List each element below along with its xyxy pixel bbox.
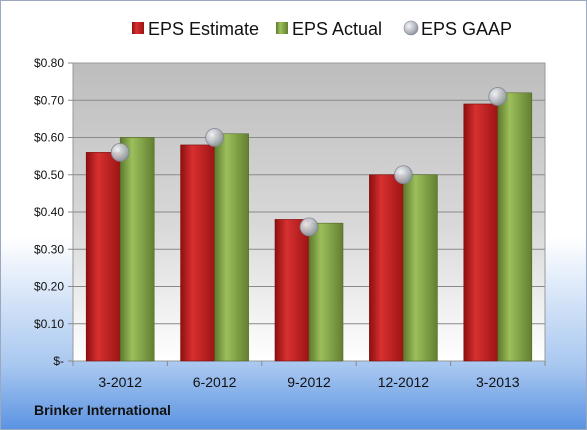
y-tick-label: $0.80 <box>34 56 64 70</box>
y-axis: $- $0.10 $0.20 $0.30 $0.40 $0.50 $0.60 $0.70 $0.… <box>34 56 73 368</box>
estimate-bar <box>274 219 310 362</box>
y-tick-label: $0.20 <box>34 280 64 294</box>
gaap-marker <box>393 165 413 185</box>
y-tick-label: $0.60 <box>34 131 64 145</box>
legend-swatch-gaap <box>403 20 419 36</box>
category-label: 9-2012 <box>287 374 331 390</box>
estimate-bar <box>85 152 121 362</box>
y-tick-label: $0.10 <box>34 317 64 331</box>
category-label: 3-2012 <box>98 374 142 390</box>
y-tick-label: $0.50 <box>34 168 64 182</box>
gaap-markers <box>110 87 508 237</box>
gaap-marker <box>110 142 130 162</box>
legend-label: EPS Actual <box>292 19 382 39</box>
actual-bar <box>214 133 249 362</box>
legend: EPS Estimate EPS Actual EPS GAAP <box>132 19 512 39</box>
y-tick-label: $0.70 <box>34 93 64 107</box>
y-tick-label: $0.30 <box>34 242 64 256</box>
legend-label: EPS Estimate <box>148 19 259 39</box>
category-label: 12-2012 <box>378 374 430 390</box>
bars <box>85 92 533 362</box>
category-label: 3-2013 <box>476 374 520 390</box>
x-axis: 3-2012 6-2012 9-2012 12-2012 3-2013 <box>72 361 546 390</box>
actual-bar <box>403 174 438 362</box>
gaap-marker <box>205 128 225 147</box>
legend-swatch-actual <box>276 22 288 34</box>
legend-swatch-estimate <box>132 22 144 34</box>
company-name: Brinker International <box>34 402 171 418</box>
y-tick-label: $0.40 <box>34 205 64 219</box>
actual-bar <box>308 222 344 362</box>
gaap-marker <box>488 87 508 106</box>
actual-bar <box>497 92 533 362</box>
actual-bar <box>119 137 155 362</box>
category-label: 6-2012 <box>193 374 237 390</box>
legend-label: EPS GAAP <box>421 19 512 39</box>
gaap-marker <box>299 217 319 237</box>
estimate-bar <box>180 144 215 362</box>
estimate-bar <box>463 103 499 362</box>
estimate-bar <box>369 174 404 362</box>
y-tick-label: $- <box>53 354 64 368</box>
